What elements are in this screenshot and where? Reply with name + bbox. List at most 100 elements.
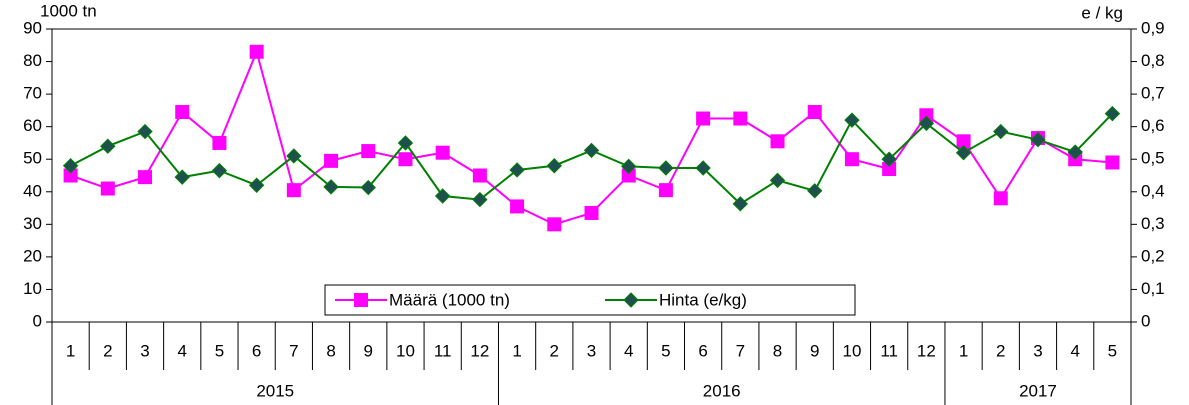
marker bbox=[360, 179, 376, 196]
x-tick-label: 4 bbox=[1070, 341, 1079, 360]
x-tick-label: 7 bbox=[736, 341, 745, 360]
marker bbox=[583, 142, 600, 159]
marker bbox=[546, 158, 563, 174]
y2-tick-label: 0,2 bbox=[1141, 246, 1165, 265]
marker bbox=[174, 169, 190, 185]
marker bbox=[1104, 105, 1121, 122]
y-tick-label: 90 bbox=[23, 18, 42, 37]
x-tick-label: 2 bbox=[996, 341, 1005, 360]
x-tick-label: 3 bbox=[587, 341, 596, 360]
marker bbox=[620, 158, 637, 175]
x-tick-label: 6 bbox=[698, 341, 707, 360]
marker bbox=[249, 44, 264, 59]
x-tick-label: 8 bbox=[326, 341, 335, 360]
marker bbox=[1030, 131, 1046, 148]
x-tick-label: 1 bbox=[512, 341, 521, 360]
x-tick-label: 7 bbox=[289, 341, 298, 360]
marker bbox=[621, 168, 636, 183]
x-tick-label: 12 bbox=[917, 341, 936, 360]
marker bbox=[584, 205, 599, 220]
x-tick-label: 3 bbox=[1033, 341, 1042, 360]
marker bbox=[286, 148, 302, 164]
marker bbox=[434, 188, 451, 204]
marker bbox=[397, 135, 414, 151]
x-tick-label: 9 bbox=[810, 341, 819, 360]
x-tick-label: 5 bbox=[661, 341, 670, 360]
x-tick-label: 5 bbox=[1108, 341, 1117, 360]
x-tick-label: 10 bbox=[842, 341, 861, 360]
marker bbox=[770, 134, 785, 149]
marker bbox=[138, 170, 153, 185]
marker bbox=[398, 152, 413, 167]
x-tick-label: 10 bbox=[396, 341, 415, 360]
marker bbox=[658, 160, 674, 176]
marker bbox=[212, 135, 227, 150]
marker bbox=[919, 108, 934, 123]
marker bbox=[286, 183, 301, 198]
marker bbox=[881, 151, 897, 167]
marker bbox=[807, 105, 822, 120]
y2-tick-label: 0,9 bbox=[1141, 18, 1165, 37]
x-tick-label: 11 bbox=[434, 341, 452, 360]
marker bbox=[510, 199, 525, 214]
marker bbox=[1105, 155, 1120, 170]
y2-tick-label: 0,6 bbox=[1141, 116, 1165, 135]
marker bbox=[137, 123, 153, 140]
marker bbox=[993, 123, 1009, 140]
marker bbox=[361, 144, 376, 159]
x-tick-label: 1 bbox=[959, 341, 968, 360]
marker bbox=[844, 112, 860, 128]
y-tick-label: 10 bbox=[23, 279, 42, 298]
y2-tick-label: 0,8 bbox=[1141, 51, 1165, 70]
y2-tick-label: 0,7 bbox=[1141, 84, 1165, 103]
marker bbox=[695, 160, 711, 176]
y2-tick-label: 0,4 bbox=[1141, 181, 1165, 200]
x-tick-label: 12 bbox=[470, 341, 489, 360]
marker bbox=[100, 138, 116, 154]
legend-box bbox=[324, 284, 856, 316]
y-tick-label: 60 bbox=[23, 116, 42, 135]
marker bbox=[63, 168, 78, 183]
y2-tick-label: 0,1 bbox=[1141, 279, 1165, 298]
marker bbox=[732, 196, 749, 212]
marker bbox=[100, 181, 115, 196]
y-tick-label: 0 bbox=[33, 311, 42, 330]
year-label: 2017 bbox=[1019, 381, 1057, 400]
marker bbox=[472, 191, 488, 208]
y-tick-label: 30 bbox=[23, 214, 42, 233]
y2-axis-label: e / kg bbox=[1081, 3, 1123, 22]
y-tick-label: 70 bbox=[23, 84, 42, 103]
y2-tick-label: 0 bbox=[1141, 311, 1150, 330]
x-tick-label: 4 bbox=[177, 341, 186, 360]
x-tick-label: 4 bbox=[624, 341, 633, 360]
marker bbox=[324, 153, 339, 168]
marker bbox=[769, 172, 786, 189]
plot-area bbox=[51, 28, 1132, 323]
marker bbox=[435, 145, 450, 160]
marker bbox=[918, 115, 935, 132]
marker bbox=[844, 152, 859, 167]
legend-label: Määrä (1000 tn) bbox=[389, 290, 510, 309]
y-tick-label: 50 bbox=[23, 149, 42, 168]
x-tick-label: 2 bbox=[550, 341, 559, 360]
x-tick-label: 11 bbox=[880, 341, 898, 360]
year-label: 2015 bbox=[256, 381, 294, 400]
y-tick-label: 80 bbox=[23, 51, 42, 70]
x-tick-label: 9 bbox=[364, 341, 373, 360]
marker bbox=[323, 179, 339, 195]
marker bbox=[211, 162, 228, 179]
series-line bbox=[70, 48, 1113, 226]
year-label: 2016 bbox=[703, 381, 741, 400]
x-tick-label: 6 bbox=[252, 341, 261, 360]
marker bbox=[547, 217, 562, 232]
x-tick-label: 1 bbox=[66, 341, 75, 360]
y2-tick-label: 0,3 bbox=[1141, 214, 1165, 233]
marker bbox=[175, 105, 190, 120]
legend-marker bbox=[354, 293, 368, 307]
marker bbox=[658, 183, 673, 198]
marker bbox=[248, 177, 265, 193]
x-tick-label: 2 bbox=[103, 341, 112, 360]
marker bbox=[62, 158, 79, 174]
y-tick-label: 40 bbox=[23, 181, 42, 200]
marker bbox=[993, 191, 1008, 206]
